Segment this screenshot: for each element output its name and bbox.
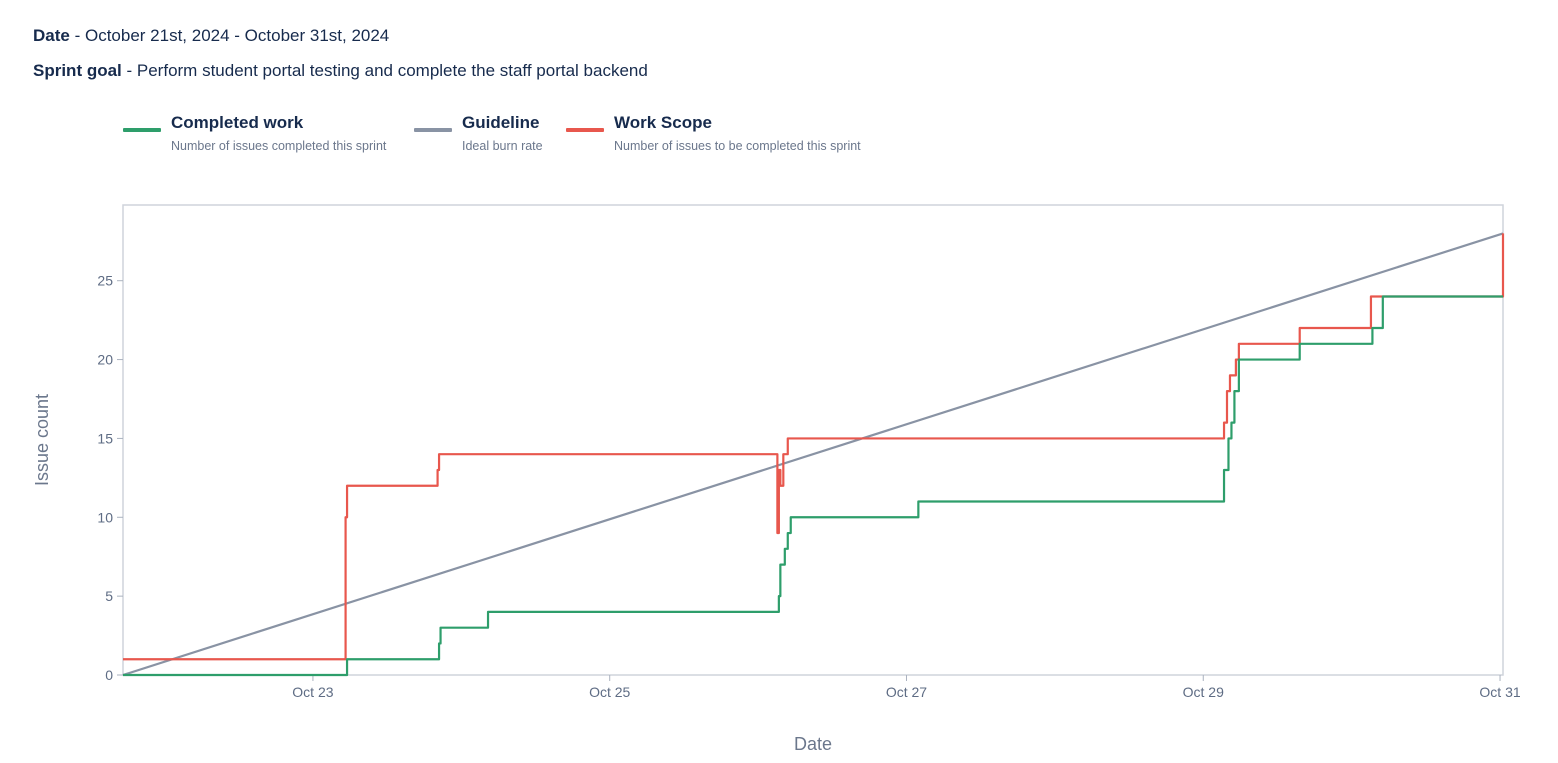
y-tick-label: 5: [105, 588, 113, 604]
x-tick-label: Oct 23: [292, 684, 333, 700]
series-line-work-scope[interactable]: [123, 233, 1503, 659]
y-tick-label: 25: [97, 273, 113, 289]
x-tick-label: Oct 31: [1479, 684, 1520, 700]
x-axis: Oct 23 Oct 25 Oct 27 Oct 29 Oct 31: [292, 675, 1521, 700]
plot-area: [123, 205, 1503, 675]
x-tick-label: Oct 27: [886, 684, 927, 700]
y-axis: 0 5 10 15 20 25: [97, 273, 123, 683]
series-line-guideline[interactable]: [123, 233, 1503, 675]
y-tick-label: 20: [97, 352, 113, 368]
x-tick-label: Oct 25: [589, 684, 630, 700]
x-tick-label: Oct 29: [1183, 684, 1224, 700]
series-layer: [123, 233, 1503, 675]
y-tick-label: 0: [105, 667, 113, 683]
y-tick-label: 10: [97, 509, 113, 525]
x-axis-title: Date: [794, 734, 832, 754]
series-line-completed-work[interactable]: [123, 296, 1503, 675]
y-tick-label: 15: [97, 430, 113, 446]
y-axis-title: Issue count: [32, 394, 52, 486]
